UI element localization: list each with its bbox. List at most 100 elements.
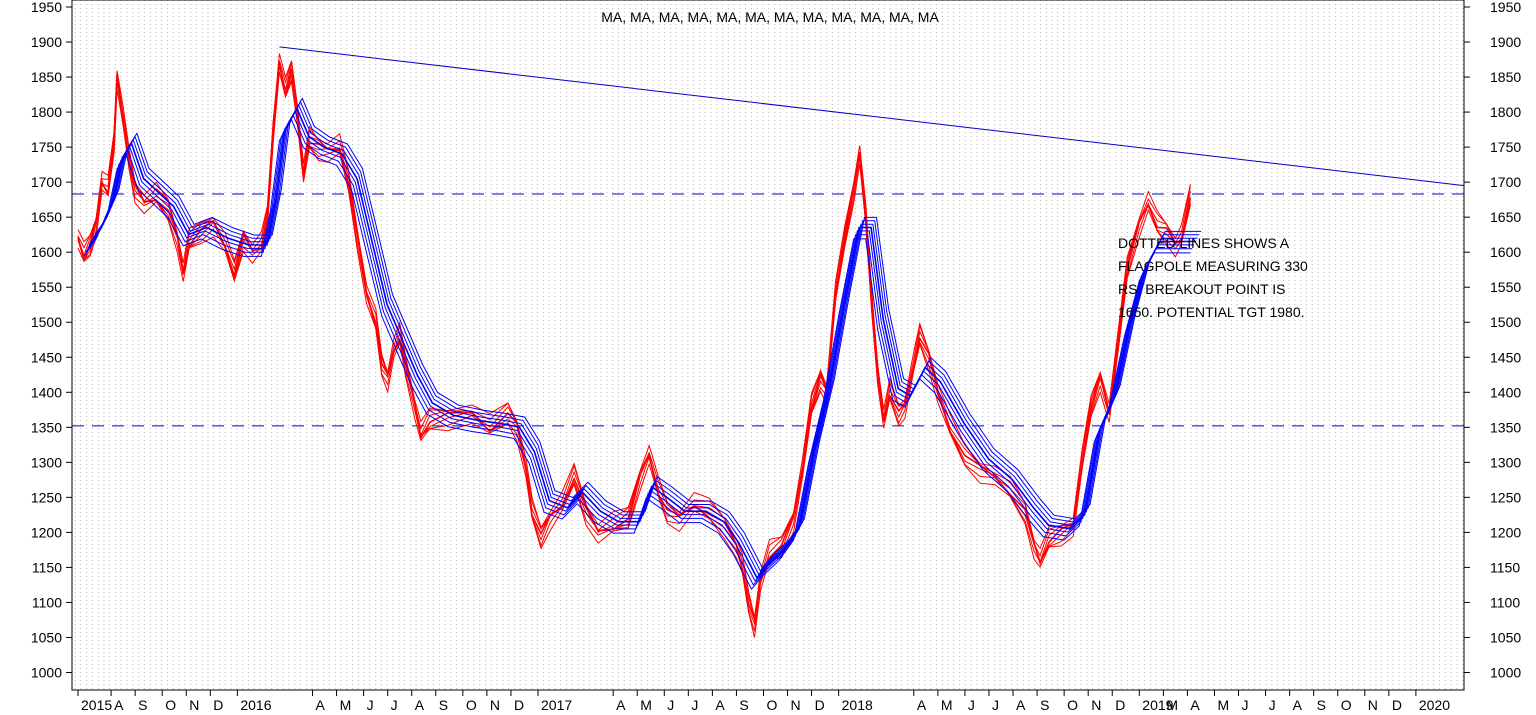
y-axis-left: 1000 1050 1100 1150 1200 1250 1300 1350 1400 1450… [31,0,72,680]
x-tick-label: 2015 [81,697,112,713]
y-tick-label: 1750 [31,139,62,155]
moving-average-line [88,106,1196,580]
x-tick-label: M [1217,697,1229,713]
moving-average-line [94,97,1202,569]
x-tick-label: O [466,697,477,713]
y-tick-label: 1400 [1490,384,1521,400]
y-tick-label: 1700 [31,174,62,190]
x-tick-label: A [1293,697,1303,713]
y-tick-label: 1600 [1490,244,1521,260]
price-line [77,63,1191,619]
y-tick-label: 1000 [31,664,62,680]
price-series [77,53,1202,638]
x-tick-label: J [1242,697,1249,713]
x-tick-label: 2018 [842,697,873,713]
x-tick-label: A [917,697,927,713]
x-tick-label: 2016 [240,697,271,713]
y-tick-label: 1200 [31,524,62,540]
x-tick-label: S [1040,697,1049,713]
x-tick-label: D [1115,697,1125,713]
y-tick-label: 1350 [1490,419,1521,435]
x-tick-label: O [1067,697,1078,713]
y-tick-label: 1550 [31,279,62,295]
x-tick-label: A [316,697,326,713]
y-tick-label: 1300 [1490,454,1521,470]
x-tick-label: D [213,697,223,713]
x-tick-label: D [514,697,524,713]
annotation-line: FLAGPOLE MEASURING 330 [1118,258,1308,274]
x-tick-label: N [1091,697,1101,713]
y-tick-label: 1800 [1490,104,1521,120]
x-tick-label: A [1190,697,1200,713]
x-tick-label: N [791,697,801,713]
x-tick-label: O [766,697,777,713]
x-tick-label: J [691,697,698,713]
y-tick-label: 1050 [31,629,62,645]
annotation-line: DOTTED LINES SHOWS A [1118,235,1290,251]
x-tick-label: J [367,697,374,713]
x-tick-label: O [165,697,176,713]
x-tick-label: S [739,697,748,713]
y-tick-label: 1150 [32,559,62,575]
y-tick-label: 1700 [1490,174,1521,190]
y-tick-label: 1950 [1490,0,1521,15]
y-tick-label: 1800 [31,104,62,120]
x-tick-label: 2017 [541,697,572,713]
annotation-line: 1650. POTENTIAL TGT 1980. [1118,304,1305,320]
moving-average-line [85,114,1193,586]
y-tick-label: 1750 [1490,139,1521,155]
y-axis-right: 1000 1050 1100 1150 1200 1250 1300 1350 1400 1450… [1464,0,1521,680]
x-tick-label: S [1317,697,1326,713]
x-tick-label: A [616,697,626,713]
moving-average-line [90,103,1198,576]
x-tick-label: M [640,697,652,713]
reference-lines [72,46,1465,427]
y-tick-label: 1650 [31,209,62,225]
x-tick-label: 2020 [1419,697,1450,713]
y-tick-label: 1250 [1490,489,1521,505]
plot-frame [71,0,1465,691]
y-tick-label: 1650 [1490,209,1521,225]
y-tick-label: 1450 [1490,349,1521,365]
annotation-block: DOTTED LINES SHOWS A FLAGPOLE MEASURING 3… [1118,235,1308,320]
y-tick-label: 1850 [31,69,62,85]
y-tick-label: 1250 [31,489,62,505]
moving-average-line [83,118,1191,590]
y-tick-label: 1000 [1490,664,1521,680]
y-tick-label: 1900 [1490,34,1521,50]
x-tick-label: A [715,697,725,713]
y-tick-label: 1350 [31,419,62,435]
x-tick-label: J [391,697,398,713]
y-tick-label: 1050 [1490,629,1521,645]
vertical-grid [74,0,1464,690]
x-tick-label: S [439,697,448,713]
moving-average-line [87,110,1194,582]
x-tick-label: J [667,697,674,713]
x-tick-label: J [1269,697,1276,713]
y-tick-label: 1450 [31,349,62,365]
x-tick-label: N [1368,697,1378,713]
y-tick-label: 1150 [1490,559,1520,575]
y-tick-label: 1950 [31,0,62,15]
x-tick-label: D [815,697,825,713]
y-tick-label: 1500 [1490,314,1521,330]
y-tick-label: 1100 [32,594,62,610]
y-tick-label: 1550 [1490,279,1521,295]
annotation-line: RS. BREAKOUT POINT IS [1118,281,1286,297]
price-line [77,53,1191,618]
x-tick-label: A [1016,697,1026,713]
x-tick-label: J [992,697,999,713]
y-tick-label: 1200 [1490,524,1521,540]
x-tick-label: S [138,697,147,713]
y-tick-label: 1100 [1490,594,1520,610]
x-tick-label: A [114,697,124,713]
moving-average-line [92,100,1200,572]
y-tick-label: 1400 [31,384,62,400]
x-tick-label: J [968,697,975,713]
x-tick-label: N [490,697,500,713]
x-tick-label: N [189,697,199,713]
y-tick-label: 1600 [31,244,62,260]
chart-title: MA, MA, MA, MA, MA, MA, MA, MA, MA, MA, … [601,9,939,25]
